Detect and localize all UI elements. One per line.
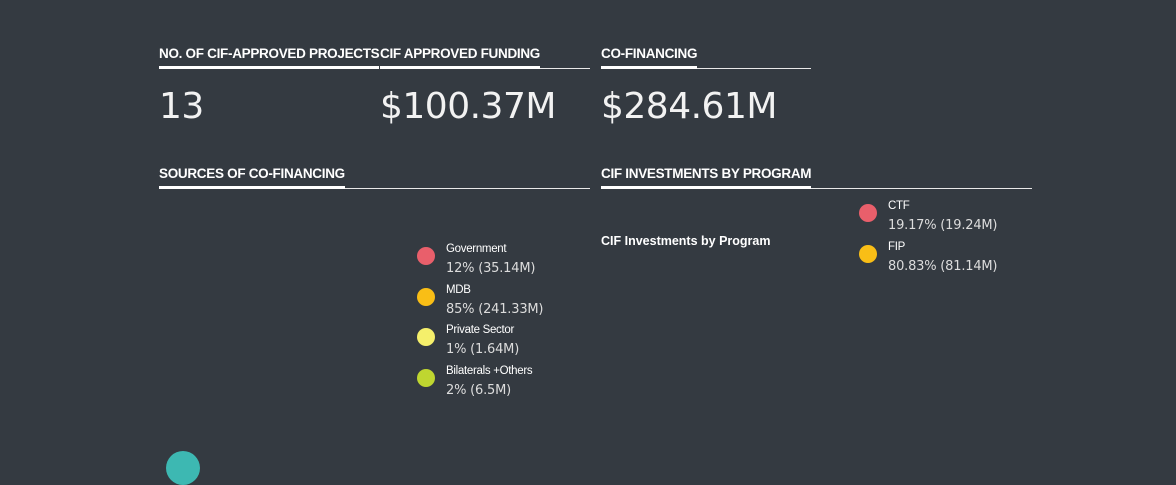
legend-dot-ctf xyxy=(859,204,877,222)
legend-value-bilaterals: 2% (6.5M) xyxy=(446,383,511,398)
legend-value-government: 12% (35.14M) xyxy=(446,261,536,276)
stat-cofinancing-value: $284.61M xyxy=(601,86,777,127)
stat-cofinancing: CO-FINANCING $284.61M xyxy=(601,44,811,127)
investments-section: CIF INVESTMENTS BY PROGRAM xyxy=(601,164,1032,189)
stat-cofinancing-label: CO-FINANCING xyxy=(601,46,697,69)
legend-label-private-sector: Private Sector xyxy=(446,324,515,336)
stat-projects-label: NO. OF CIF-APPROVED PROJECTS xyxy=(159,46,380,69)
legend-value-mdb: 85% (241.33M) xyxy=(446,302,544,317)
legend-dot-bilaterals xyxy=(417,369,435,387)
investments-chart-title: CIF Investments by Program xyxy=(601,234,771,248)
legend-label-fip: FIP xyxy=(888,241,905,253)
sources-legend: Government 12% (35.14M) MDB 85% (241.33M… xyxy=(417,243,577,417)
scroll-indicator-circle[interactable] xyxy=(166,451,200,485)
legend-label-mdb: MDB xyxy=(446,284,471,296)
stat-projects-header: NO. OF CIF-APPROVED PROJECTS xyxy=(159,44,380,69)
investments-header: CIF INVESTMENTS BY PROGRAM xyxy=(601,164,1032,189)
legend-label-ctf: CTF xyxy=(888,200,910,212)
legend-value-private-sector: 1% (1.64M) xyxy=(446,342,520,357)
legend-dot-private-sector xyxy=(417,328,435,346)
sources-heading: SOURCES OF CO-FINANCING xyxy=(159,166,345,189)
legend-value-ctf: 19.17% (19.24M) xyxy=(888,218,998,233)
legend-value-fip: 80.83% (81.14M) xyxy=(888,259,998,274)
stat-funding-header: CIF APPROVED FUNDING xyxy=(380,44,590,69)
stat-funding-label: CIF APPROVED FUNDING xyxy=(380,46,540,69)
legend-dot-fip xyxy=(859,245,877,263)
legend-label-bilaterals: Bilaterals +Others xyxy=(446,365,533,377)
investments-legend: CTF 19.17% (19.24M) FIP 80.83% (81.14M) xyxy=(859,200,1019,284)
legend-label-government: Government xyxy=(446,243,507,255)
stat-projects: NO. OF CIF-APPROVED PROJECTS 13 xyxy=(159,44,380,127)
legend-dot-government xyxy=(417,247,435,265)
stat-funding: CIF APPROVED FUNDING $100.37M xyxy=(380,44,590,127)
investments-heading: CIF INVESTMENTS BY PROGRAM xyxy=(601,166,812,189)
sources-header: SOURCES OF CO-FINANCING xyxy=(159,164,590,189)
stat-projects-value: 13 xyxy=(159,86,204,127)
stat-cofinancing-header: CO-FINANCING xyxy=(601,44,811,69)
stat-funding-value: $100.37M xyxy=(380,86,556,127)
legend-dot-mdb xyxy=(417,288,435,306)
sources-section: SOURCES OF CO-FINANCING xyxy=(159,164,590,189)
